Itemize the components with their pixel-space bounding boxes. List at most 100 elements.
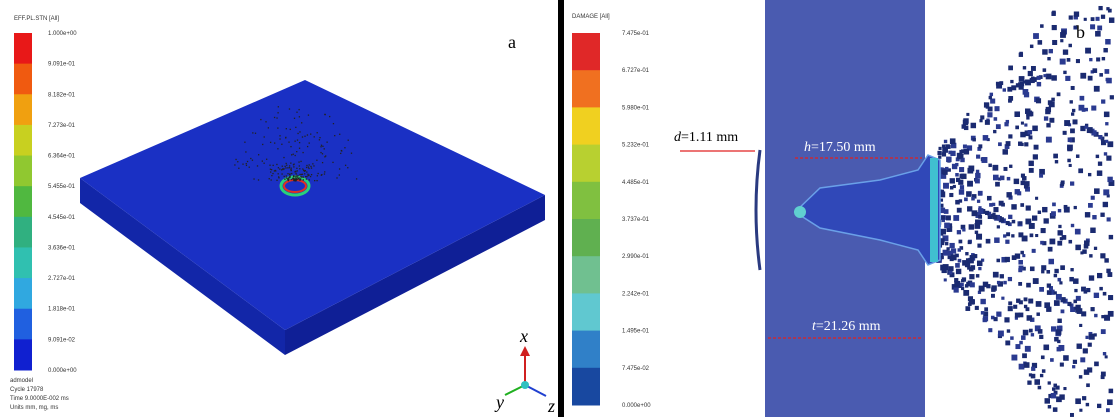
debris-particle: [303, 170, 304, 171]
debris-particle: [1096, 17, 1100, 21]
debris-particle: [1032, 215, 1037, 220]
debris-particle: [1110, 95, 1114, 99]
debris-particle: [301, 176, 302, 177]
debris-particle: [1018, 282, 1022, 286]
debris-particle: [270, 142, 271, 143]
debris-particle: [1033, 33, 1039, 39]
debris-particle: [1024, 184, 1028, 188]
debris-particle: [298, 178, 299, 179]
legend-label: 3.737e-01: [622, 217, 650, 223]
debris-particle: [1008, 306, 1013, 311]
debris-particle: [326, 142, 327, 143]
debris-particle: [1053, 154, 1058, 159]
colorbar-segment: [14, 94, 32, 125]
debris-particle: [962, 228, 965, 231]
debris-particle: [1019, 341, 1023, 345]
debris-particle: [1106, 78, 1112, 84]
debris-particle: [299, 179, 300, 180]
debris-particle: [943, 250, 949, 256]
debris-particle: [1060, 39, 1063, 42]
debris-particle: [976, 155, 980, 159]
debris-particle: [305, 176, 306, 177]
debris-particle: [1063, 71, 1066, 74]
debris-particle: [977, 261, 983, 267]
footer-line: admodel: [10, 378, 33, 384]
legend-label: 3.636e-01: [48, 245, 76, 251]
legend-label: 4.485e-01: [622, 180, 650, 186]
debris-particle: [1006, 192, 1011, 197]
debris-particle: [1041, 355, 1045, 359]
debris-particle: [244, 142, 245, 143]
debris-particle: [975, 231, 978, 234]
debris-particle: [1050, 358, 1054, 362]
debris-particle: [1044, 218, 1049, 223]
colorbar-segment: [14, 186, 32, 217]
debris-particle: [966, 191, 972, 197]
debris-particle: [1060, 182, 1064, 186]
debris-particle: [1051, 98, 1055, 102]
debris-particle: [1100, 253, 1105, 258]
debris-particle: [1028, 161, 1033, 166]
debris-particle: [1063, 131, 1067, 135]
debris-particle: [272, 173, 273, 174]
colorbar-segment: [572, 368, 600, 406]
debris-particle: [1047, 57, 1050, 60]
debris-particle: [1063, 50, 1068, 55]
debris-particle: [956, 269, 961, 274]
legend-label: 9.091e-01: [48, 62, 76, 68]
debris-particle: [1109, 235, 1113, 239]
debris-particle: [1039, 335, 1043, 339]
debris-particle: [293, 176, 294, 177]
legend-label: 8.182e-01: [48, 92, 76, 98]
debris-particle: [1070, 268, 1073, 271]
debris-particle: [1084, 240, 1089, 245]
debris-particle: [1014, 111, 1020, 117]
debris-particle: [960, 185, 964, 189]
debris-particle: [957, 230, 961, 234]
debris-particle: [319, 139, 320, 140]
debris-particle: [260, 119, 261, 120]
debris-particle: [1094, 86, 1100, 92]
debris-particle: [1038, 40, 1043, 45]
debris-particle: [1025, 346, 1031, 352]
debris-particle: [994, 106, 999, 111]
debris-particle: [1023, 66, 1026, 69]
debris-particle: [1046, 123, 1050, 127]
debris-particle: [1054, 291, 1057, 294]
debris-particle: [950, 178, 955, 183]
colorbar-segment: [572, 219, 600, 257]
debris-particle: [969, 299, 975, 305]
debris-particle: [993, 130, 996, 133]
debris-particle: [1100, 213, 1104, 217]
debris-particle: [1052, 387, 1055, 390]
debris-particle: [1090, 228, 1095, 233]
debris-particle: [1060, 265, 1065, 270]
debris-particle: [1074, 12, 1079, 17]
debris-particle: [1031, 77, 1035, 81]
debris-particle: [1026, 116, 1029, 119]
debris-particle: [314, 136, 315, 137]
debris-particle: [1048, 405, 1051, 408]
debris-particle: [941, 216, 945, 220]
debris-particle: [1105, 140, 1108, 143]
debris-particle: [1096, 57, 1100, 61]
debris-particle: [993, 175, 999, 181]
debris-particle: [1094, 247, 1097, 250]
debris-particle: [1089, 254, 1092, 257]
debris-particle: [288, 141, 289, 142]
debris-particle: [1040, 241, 1044, 245]
debris-particle: [278, 173, 279, 174]
debris-particle: [299, 142, 300, 143]
debris-particle: [1078, 168, 1083, 173]
debris-particle: [1046, 307, 1051, 312]
debris-particle: [320, 146, 321, 147]
debris-particle: [295, 173, 296, 174]
debris-particle: [1106, 408, 1110, 412]
debris-particle: [1097, 273, 1102, 278]
debris-particle: [289, 167, 290, 168]
debris-particle: [314, 180, 315, 181]
debris-particle: [1049, 239, 1055, 245]
figure: EFF.PL.STN [All] 1.000e+009.091e-018.182…: [0, 0, 1115, 417]
debris-particle: [1094, 314, 1097, 317]
debris-particle: [1091, 106, 1096, 111]
